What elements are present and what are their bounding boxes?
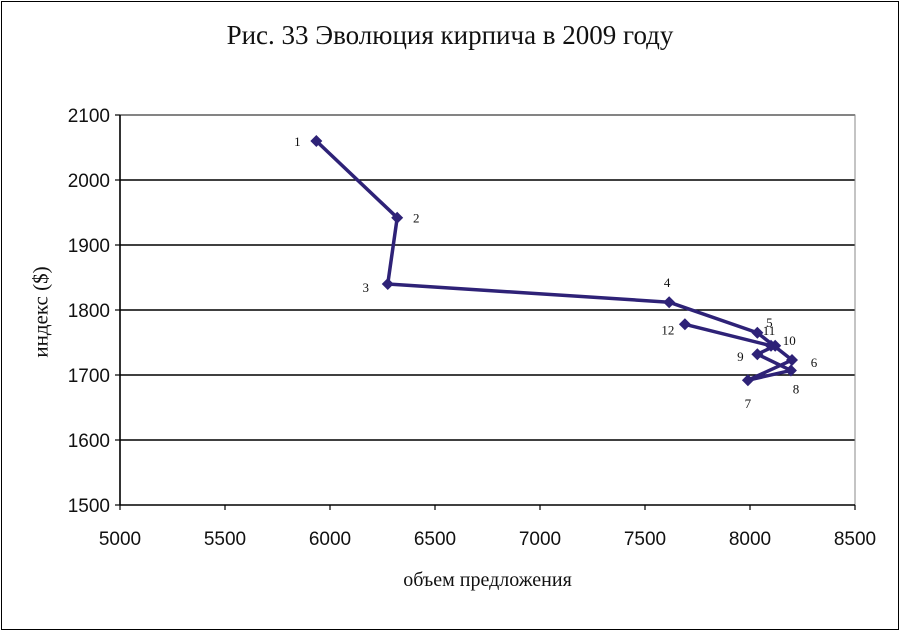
y-tick-label: 2100 [68, 106, 110, 127]
data-point-marker [751, 348, 764, 361]
data-point-marker [741, 374, 754, 387]
x-tick-label: 8500 [834, 529, 876, 550]
y-tick-label: 1800 [68, 301, 110, 322]
chart-title: Рис. 33 Эволюция кирпича в 2009 году [226, 20, 674, 50]
data-point-label: 10 [783, 333, 796, 348]
data-point-marker [765, 339, 777, 352]
y-tick-label: 1500 [68, 496, 110, 517]
axes [115, 114, 856, 510]
data-point-marker [310, 135, 323, 147]
data-point-marker [678, 318, 691, 331]
gridlines [120, 114, 855, 441]
data-point-label: 9 [737, 349, 744, 364]
data-points [310, 135, 798, 387]
x-tick-label: 5000 [99, 529, 141, 550]
data-point-label: 12 [661, 322, 674, 337]
data-point-marker [784, 364, 797, 377]
data-point-marker [391, 211, 404, 224]
data-point-marker [381, 278, 394, 290]
y-tick-label: 1700 [68, 366, 110, 387]
data-point-label: 1 [294, 134, 301, 149]
data-point-label: 7 [745, 396, 752, 411]
x-tick-label: 8000 [729, 529, 771, 550]
series-line [315, 139, 794, 382]
data-point-label: 5 [766, 315, 773, 330]
x-tick-label: 6500 [414, 529, 456, 550]
x-tick-label: 7000 [519, 529, 561, 550]
tick-labels: 1500 1600 1700 1800 1900 2000 2100 5000 5500 6000… [68, 106, 876, 550]
data-point-label: 8 [793, 381, 800, 396]
data-point-marker [751, 326, 764, 339]
data-point-label: 11 [763, 323, 776, 338]
data-point-label: 4 [664, 275, 671, 290]
x-tick-label: 7500 [624, 529, 666, 550]
data-point-label: 2 [413, 211, 420, 226]
y-tick-label: 2000 [68, 171, 110, 192]
data-point-marker [663, 296, 676, 309]
y-tick-label: 1600 [68, 431, 110, 452]
data-point-marker [786, 354, 798, 367]
x-tick-label: 5500 [204, 529, 246, 550]
x-axis-label: объем предложения [403, 569, 572, 591]
y-tick-label: 1900 [68, 236, 110, 257]
data-point-label: 6 [811, 355, 818, 370]
x-tick-label: 6000 [309, 529, 351, 550]
data-point-label: 3 [363, 280, 370, 295]
